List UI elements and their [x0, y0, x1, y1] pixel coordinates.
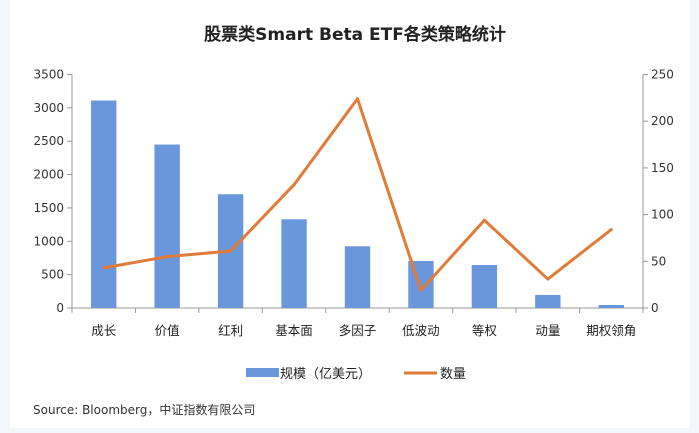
legend-line-label: 数量: [440, 367, 466, 382]
category-label: 多因子: [339, 323, 377, 338]
count-point-基本面: [292, 183, 296, 187]
left-tick-label: 2000: [33, 168, 64, 182]
count-point-动量: [546, 277, 550, 281]
right-tick-label: 100: [651, 208, 674, 222]
count-point-期权领角: [609, 228, 613, 232]
category-label: 等权: [472, 323, 498, 338]
left-tick-label: 1000: [33, 234, 64, 248]
bar-等权: [471, 264, 498, 308]
left-tick-label: 3500: [33, 68, 64, 82]
category-label: 基本面: [275, 323, 313, 338]
right-tick-label: 0: [651, 301, 659, 315]
right-tick-label: 200: [651, 114, 674, 128]
category-label: 低波动: [402, 323, 440, 338]
category-label: 动量: [535, 323, 560, 338]
left-tick-label: 1500: [33, 201, 64, 215]
count-point-等权: [482, 218, 486, 222]
category-label: 期权领角: [586, 323, 636, 338]
count-point-多因子: [356, 97, 359, 101]
bar-成长: [91, 100, 117, 308]
left-tick-label: 500: [41, 268, 64, 282]
source-note: Source: Bloomberg，中证指数有限公司: [33, 402, 255, 417]
count-point-成长: [102, 266, 106, 270]
right-tick-label: 50: [651, 254, 666, 268]
left-tick-label: 0: [56, 301, 64, 315]
count-point-红利: [229, 249, 233, 253]
right-tick-label: 150: [651, 161, 674, 175]
count-point-低波动: [419, 288, 423, 292]
category-label: 成长: [91, 323, 117, 338]
legend-bar-label: 规模（亿美元）: [280, 367, 371, 382]
chart-card: [10, 0, 690, 428]
bar-价值: [154, 144, 180, 308]
category-label: 红利: [218, 323, 243, 338]
bar-期权领角: [598, 304, 624, 308]
right-tick-label: 250: [651, 68, 674, 82]
legend-bar-swatch: [246, 368, 279, 377]
bar-多因子: [344, 246, 371, 308]
left-tick-label: 3000: [33, 101, 64, 115]
bar-基本面: [281, 219, 307, 308]
count-point-价值: [165, 255, 169, 259]
category-label: 价值: [155, 323, 180, 338]
chart-title: 股票类Smart Beta ETF各类策略统计: [204, 24, 506, 45]
bar-动量: [535, 294, 561, 308]
left-tick-label: 2500: [33, 134, 64, 148]
legend: 规模（亿美元） 数量: [246, 367, 466, 382]
